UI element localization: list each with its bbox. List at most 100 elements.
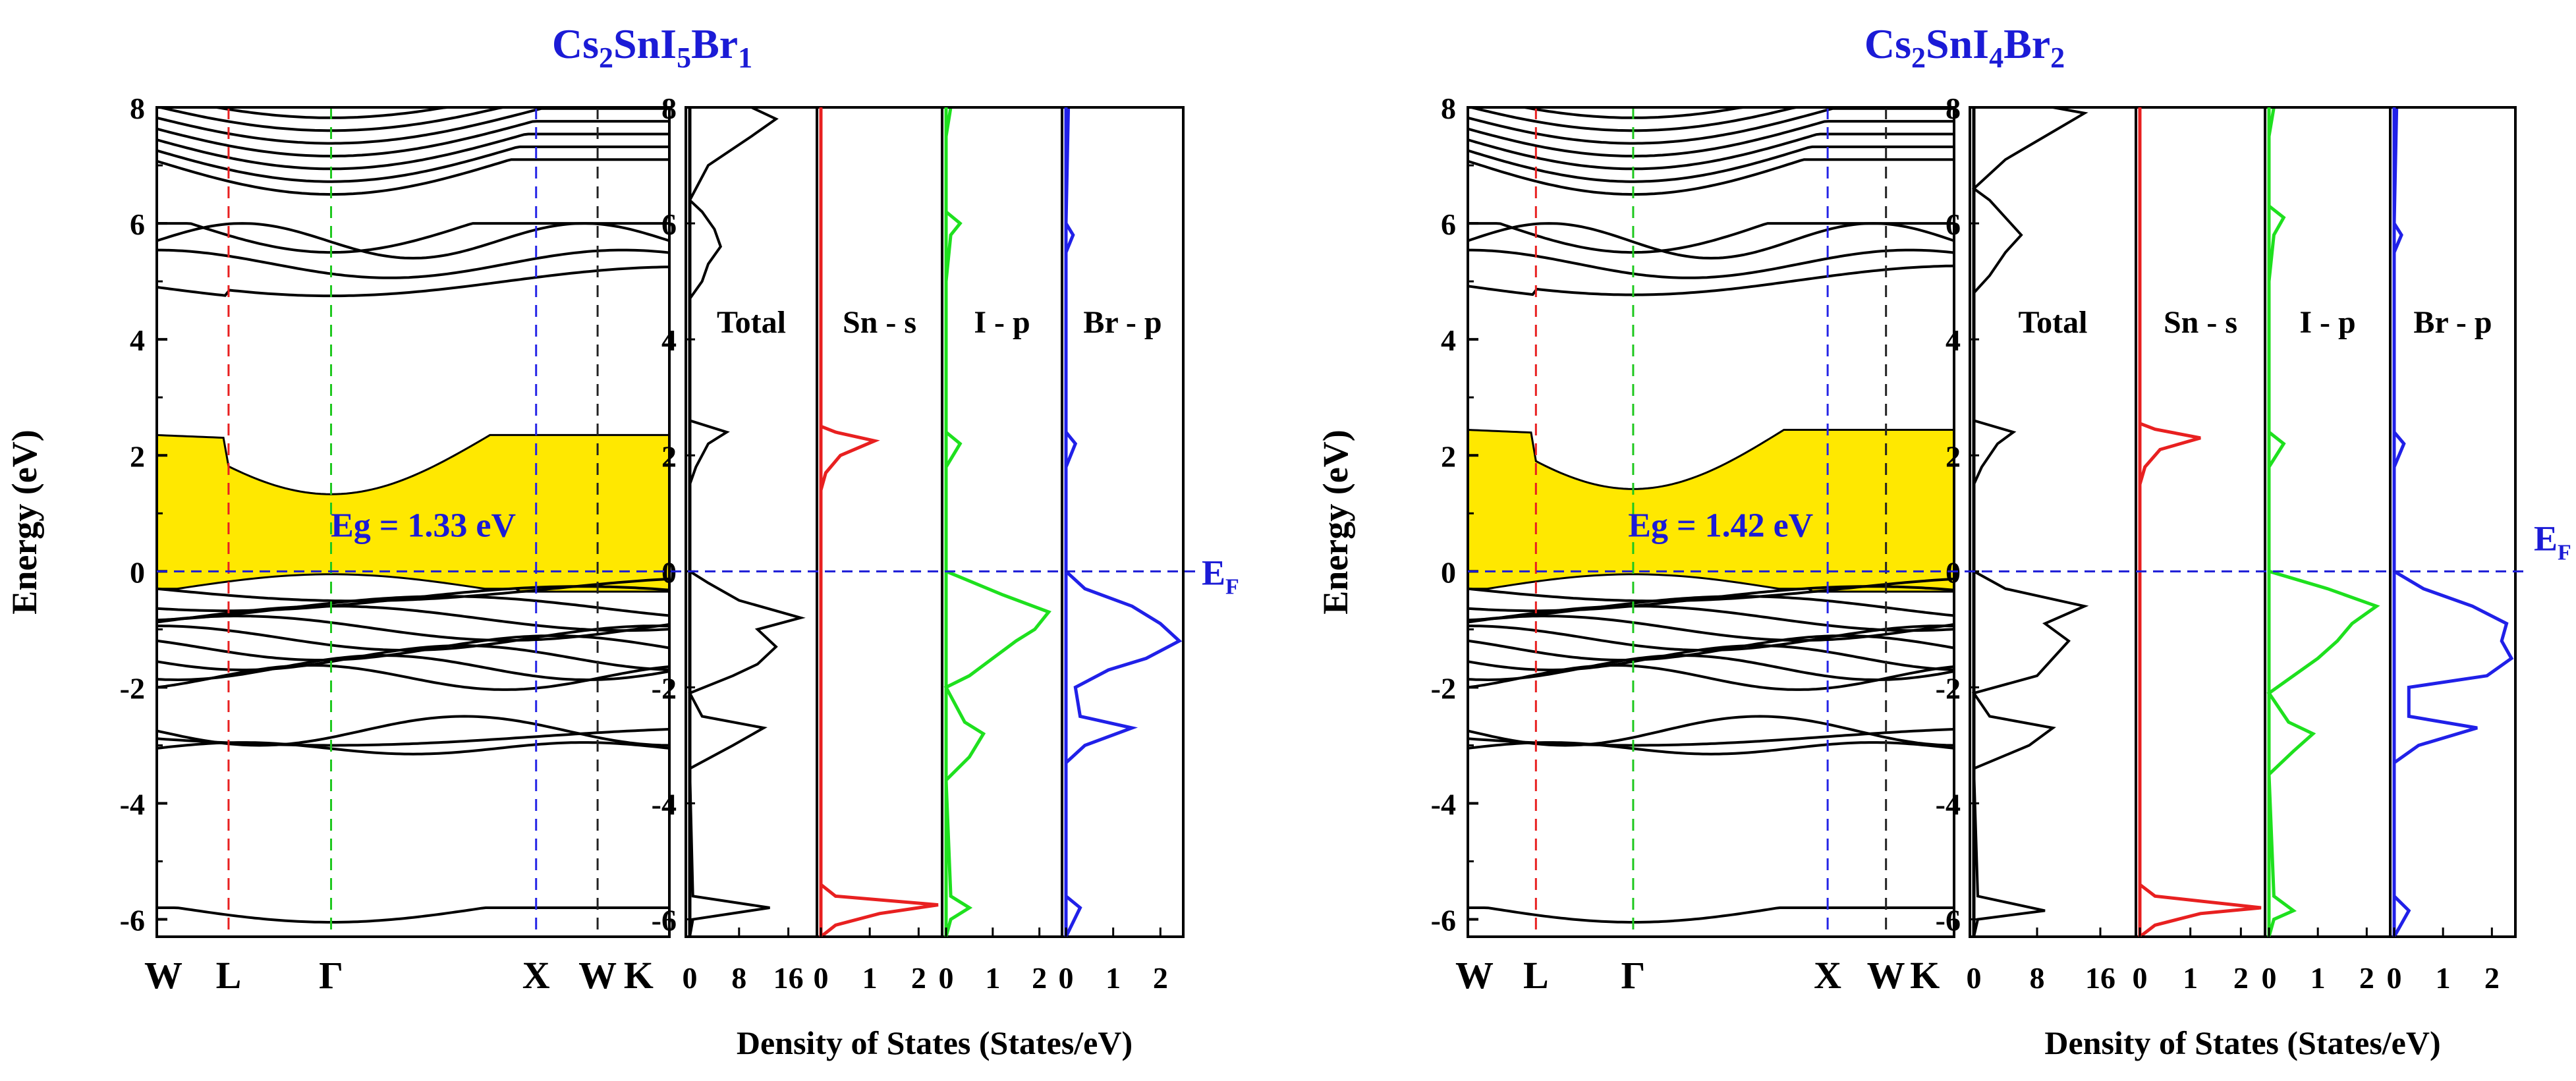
dos-curve bbox=[943, 107, 1051, 937]
fermi-label: EF bbox=[2534, 518, 2571, 565]
kpoint-label: X bbox=[1814, 954, 1841, 997]
y-axis-label: Energy (eV) bbox=[5, 430, 44, 614]
dos-panel-label: I - p bbox=[2299, 305, 2355, 340]
band-line bbox=[1467, 741, 1955, 756]
kpoint-label: W bbox=[144, 954, 182, 997]
dos-panel: Br - p 0 1 2 bbox=[2387, 106, 2517, 995]
dos-frame bbox=[2135, 106, 2266, 938]
dos-panel-label: Sn - s bbox=[2164, 305, 2237, 340]
dos-curve bbox=[819, 107, 939, 938]
kpoint-label: L bbox=[1523, 954, 1549, 997]
fermi-label-sub: F bbox=[2558, 540, 2571, 565]
dos-panel-label: Total bbox=[2019, 305, 2088, 340]
band-line bbox=[1467, 595, 1955, 622]
fermi-label-main: E bbox=[1202, 553, 1225, 592]
band-line bbox=[1467, 145, 1954, 183]
dos-y-tick-label: -6 bbox=[1936, 904, 1961, 937]
dos-y-tick-label: -4 bbox=[652, 788, 677, 821]
dos-frame bbox=[2264, 106, 2392, 938]
dos-x-tick-label: 16 bbox=[2085, 961, 2115, 995]
dos-x-tick-label: 2 bbox=[2484, 961, 2500, 995]
dos-panel: I - p 0 1 2 bbox=[2262, 106, 2392, 995]
band-line bbox=[1467, 644, 1955, 671]
dos-x-tick-label: 1 bbox=[2183, 961, 2198, 995]
dos-x-tick-label: 0 bbox=[2133, 961, 2148, 995]
dos-x-tick-label: 8 bbox=[731, 961, 746, 995]
title-text: Cs bbox=[552, 20, 599, 67]
dos-curve bbox=[2392, 107, 2514, 938]
y-tick-label: -4 bbox=[120, 788, 145, 821]
kpoint-label: W bbox=[1867, 954, 1905, 997]
band-frame bbox=[1467, 106, 1955, 938]
dos-panel: Sn - s 0 1 2 bbox=[2133, 106, 2266, 995]
band-line bbox=[1467, 664, 1955, 691]
title-text: SnI bbox=[613, 20, 677, 67]
dos-frame bbox=[816, 106, 943, 938]
title-subscript: 2 bbox=[1911, 42, 1926, 74]
dos-x-tick-label: 0 bbox=[1967, 961, 1982, 995]
dos-y-tick-label: 2 bbox=[1946, 439, 1961, 473]
dos-panel: I - p 0 1 2 bbox=[939, 106, 1063, 995]
dos-x-tick-label: 0 bbox=[814, 961, 829, 995]
dos-y-tick-label: 0 bbox=[661, 555, 677, 589]
y-tick-label: 2 bbox=[130, 439, 145, 473]
dos-frame bbox=[941, 106, 1063, 938]
band-line bbox=[156, 158, 669, 196]
y-tick-label: 0 bbox=[1441, 555, 1456, 589]
kpoint-label: L bbox=[216, 954, 242, 997]
band-gap-label: Eg = 1.33 eV bbox=[331, 507, 516, 545]
band-line bbox=[156, 644, 670, 671]
dos-x-tick-label: 2 bbox=[1032, 961, 1047, 995]
fermi-label-sub: F bbox=[1225, 574, 1239, 599]
dos-x-tick-label: 0 bbox=[2262, 961, 2277, 995]
dos-x-tick-label: 8 bbox=[2030, 961, 2045, 995]
dos-x-tick-label: 0 bbox=[939, 961, 954, 995]
kpoint-label: W bbox=[578, 954, 617, 997]
y-tick-label: 8 bbox=[1441, 92, 1456, 125]
y-tick-label: 6 bbox=[130, 208, 145, 241]
band-line bbox=[157, 624, 670, 652]
dos-frame bbox=[2389, 106, 2517, 938]
title-subscript: 1 bbox=[738, 42, 752, 74]
title-subscript: 2 bbox=[2050, 42, 2065, 74]
title-subscript: 4 bbox=[1989, 42, 2003, 74]
band-line bbox=[1468, 906, 1954, 924]
dos-x-tick-label: 2 bbox=[1153, 961, 1168, 995]
y-tick-label: -4 bbox=[1431, 788, 1456, 821]
band-line bbox=[157, 248, 670, 279]
band-line bbox=[156, 715, 670, 747]
band-line bbox=[1467, 132, 1954, 171]
band-line bbox=[1468, 248, 1955, 279]
title-subscript: 5 bbox=[677, 42, 691, 74]
dos-x-tick-label: 1 bbox=[1106, 961, 1121, 995]
title-subscript: 2 bbox=[599, 42, 613, 74]
dos-y-tick-label: -6 bbox=[652, 904, 677, 937]
band-line bbox=[156, 595, 670, 622]
title-text: SnI bbox=[1926, 20, 1989, 67]
band-line bbox=[1467, 715, 1955, 747]
dos-x-tick-label: 1 bbox=[862, 961, 878, 995]
dos-frame bbox=[1969, 106, 2137, 938]
y-axis-label: Energy (eV) bbox=[1316, 430, 1355, 614]
y-tick-label: -2 bbox=[120, 671, 145, 705]
dos-x-axis-label: Density of States (States/eV) bbox=[2044, 1024, 2440, 1061]
dos-panel-label: Br - p bbox=[2413, 305, 2492, 340]
dos-y-tick-label: 4 bbox=[1946, 323, 1961, 357]
kpoint-label: K bbox=[1910, 954, 1940, 997]
dos-panel-label: Br - p bbox=[1083, 305, 1162, 340]
dos-curve bbox=[688, 106, 806, 937]
chart-title: Cs2SnI5Br1 bbox=[552, 20, 752, 74]
dos-x-tick-label: 2 bbox=[2359, 961, 2374, 995]
dos-curve bbox=[2138, 107, 2262, 938]
fermi-label: EF bbox=[1202, 553, 1239, 599]
dos-panel-label: I - p bbox=[974, 305, 1030, 340]
title-text: Br bbox=[2003, 20, 2050, 67]
band-line bbox=[1467, 654, 1955, 682]
band-line bbox=[156, 654, 670, 682]
fermi-label-main: E bbox=[2534, 518, 2558, 558]
dos-x-tick-label: 0 bbox=[683, 961, 698, 995]
dos-x-tick-label: 1 bbox=[2310, 961, 2326, 995]
y-tick-label: 0 bbox=[130, 555, 145, 589]
kpoint-label: Γ bbox=[1621, 954, 1645, 997]
